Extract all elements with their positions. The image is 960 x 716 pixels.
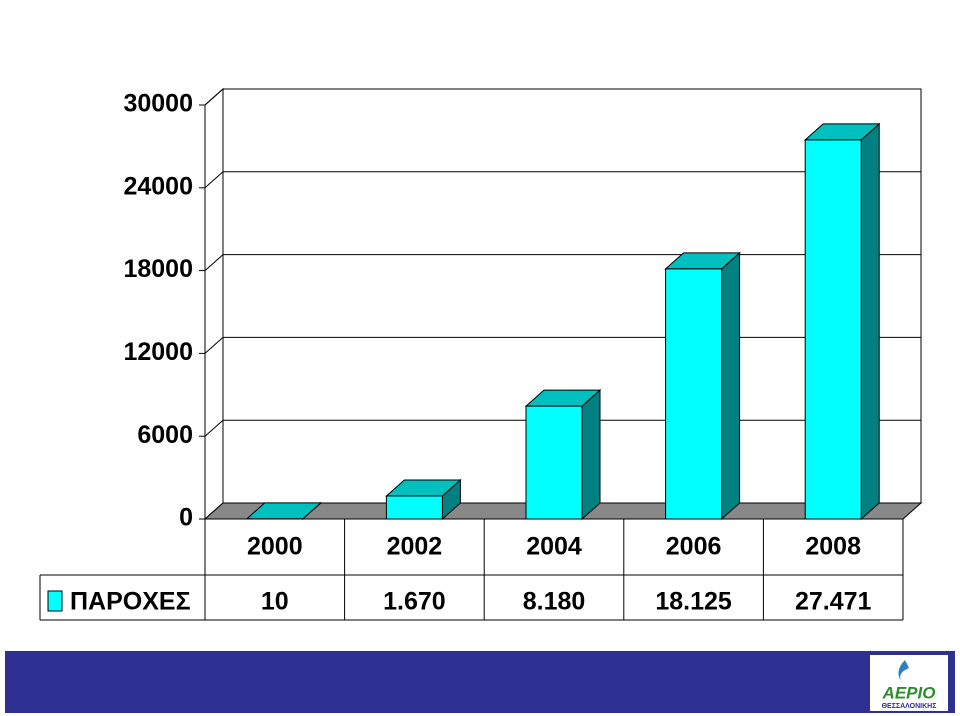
- data-label: 10: [261, 588, 289, 616]
- legend-swatch: [47, 590, 63, 612]
- x-tick-label: 2002: [387, 533, 443, 561]
- y-tick-label: 0: [179, 504, 193, 532]
- y-tick-label: 30000: [123, 90, 193, 118]
- x-tick-label: 2006: [666, 533, 722, 561]
- side-wall: [204, 87, 224, 521]
- logo-box: [870, 655, 948, 711]
- bar-side: [860, 122, 880, 521]
- y-tick-label: 18000: [123, 255, 193, 283]
- x-tick-label: 2008: [805, 533, 861, 561]
- logo-name: ΑΕΡΙΟ: [882, 683, 936, 702]
- bar: [804, 139, 862, 520]
- logo-subtitle: ΘΕΣΣΑΛΟΝΙΚΗΣ: [882, 703, 937, 710]
- data-label: 8.180: [523, 588, 586, 616]
- data-label: 1.670: [383, 588, 446, 616]
- grid-line: [204, 171, 921, 189]
- x-tick-label: 2000: [247, 533, 303, 561]
- x-tick-label: 2004: [526, 533, 582, 561]
- data-label: 18.125: [655, 588, 732, 616]
- bar-side: [581, 389, 601, 521]
- logo-flame: [898, 660, 909, 684]
- bar: [665, 268, 723, 520]
- bar-side: [721, 251, 741, 521]
- y-tick-label: 6000: [137, 421, 193, 449]
- y-tick-label: 24000: [123, 172, 193, 200]
- y-tick-label: 12000: [123, 338, 193, 366]
- bar: [385, 495, 443, 520]
- footer-band: [5, 651, 955, 713]
- bar: [525, 405, 583, 520]
- data-label: 27.471: [795, 588, 872, 616]
- grid-line: [204, 88, 921, 106]
- legend-label: ΠΑΡΟΧΕΣ: [70, 588, 191, 616]
